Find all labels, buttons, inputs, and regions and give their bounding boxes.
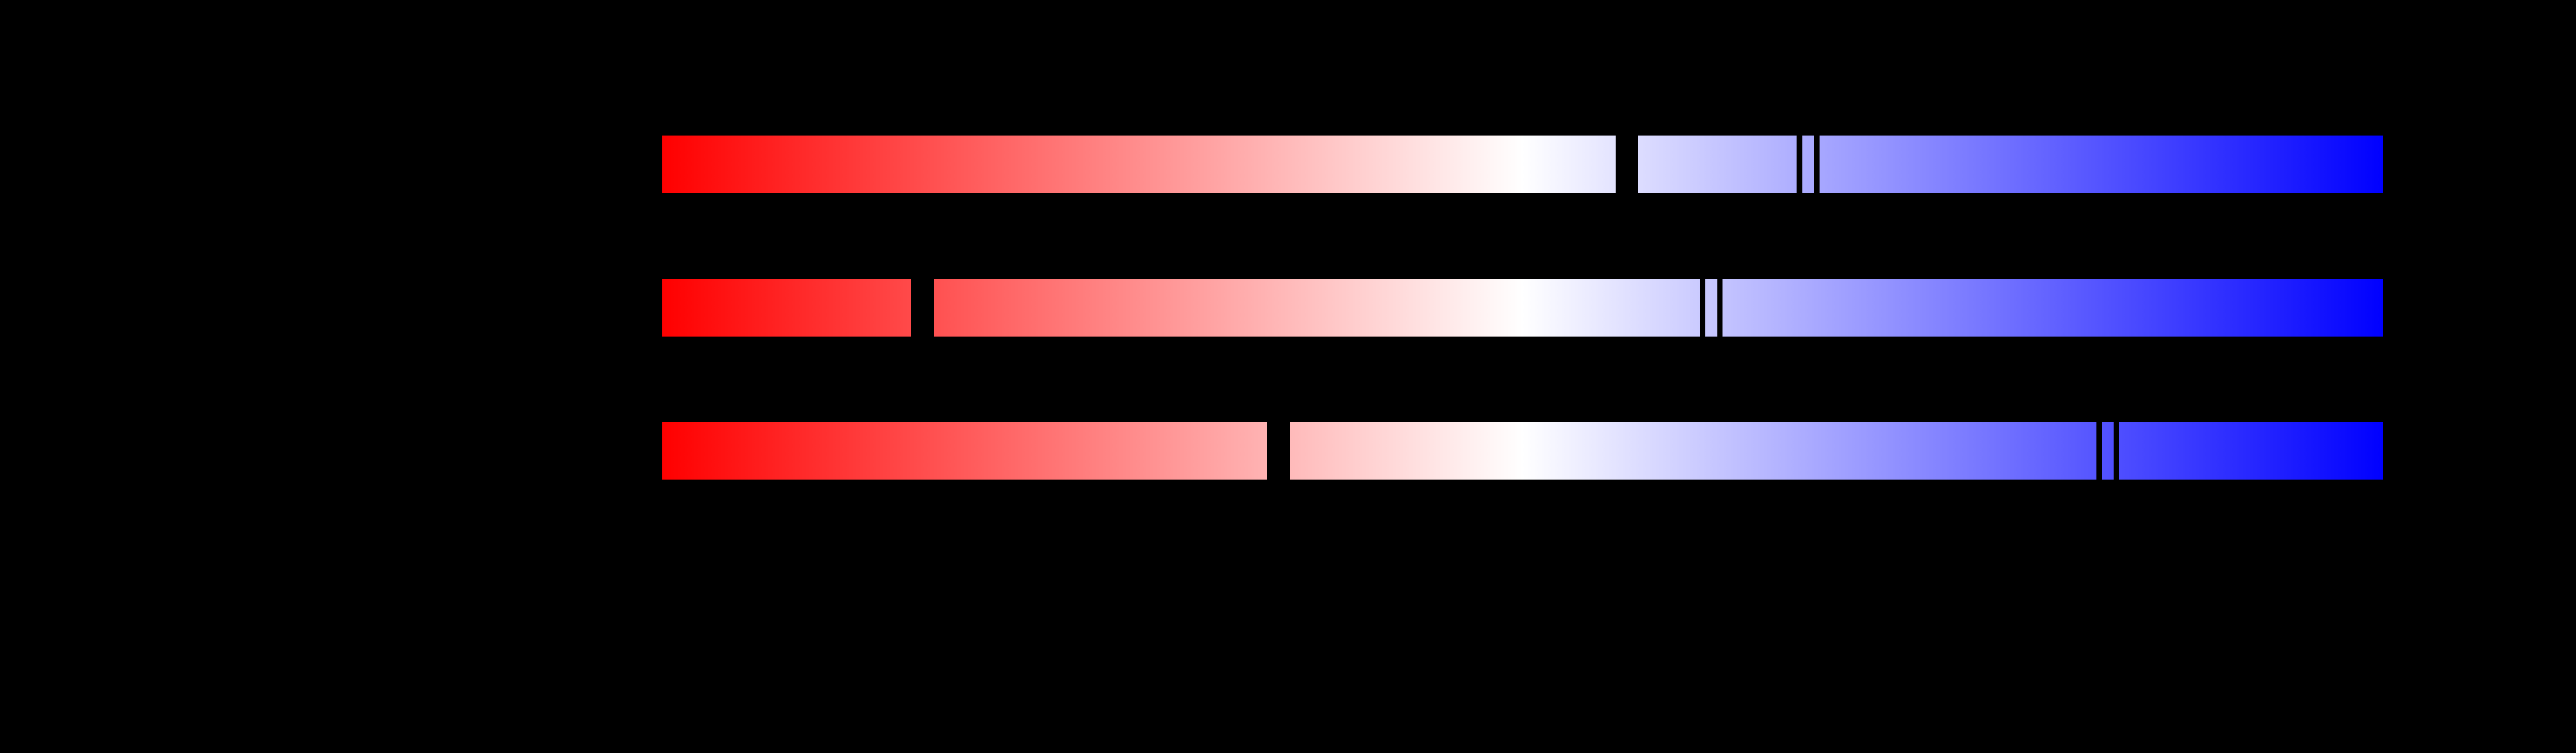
tick-marker [1813,135,1820,194]
gap-marker [1266,422,1290,480]
gradient-bar-2 [662,279,2383,337]
gap-marker [910,279,934,337]
gap-marker [1615,135,1638,194]
gradient-bar-3 [662,422,2383,480]
tick-marker [1796,135,1802,194]
tick-marker [2113,422,2119,480]
gradient-bar-1 [662,135,2383,194]
tick-marker [1700,279,1705,337]
tick-marker [1717,279,1723,337]
tick-marker [2096,422,2102,480]
